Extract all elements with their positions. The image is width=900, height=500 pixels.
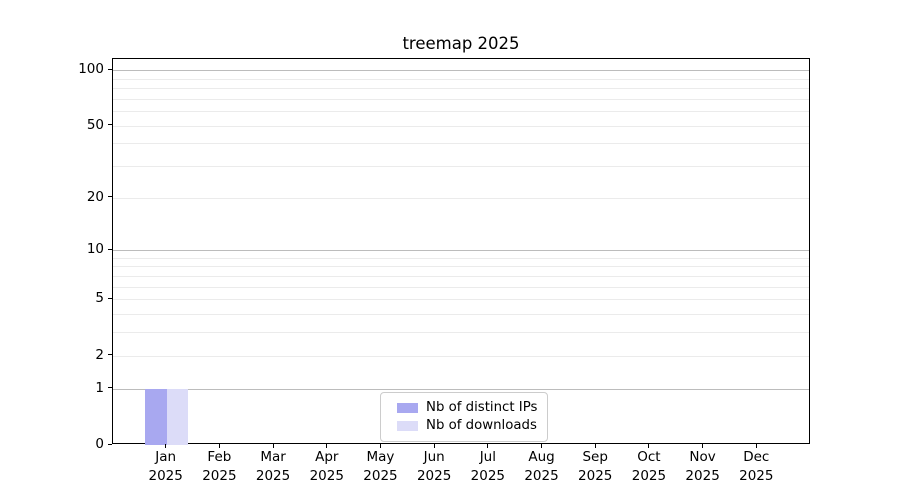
x-tick-label: May 2025 [363, 449, 398, 484]
bar [166, 388, 189, 445]
gridline-minor [113, 111, 809, 112]
bar [145, 388, 167, 445]
y-tick-label: 20 [86, 188, 104, 205]
gridline-minor [113, 87, 809, 89]
legend-label: Nb of distinct IPs [426, 400, 538, 415]
y-tick-label: 10 [86, 241, 104, 258]
legend-item: Nb of downloads [397, 417, 537, 435]
x-tick-label: Apr 2025 [309, 449, 344, 484]
gridline-minor [113, 314, 809, 316]
x-tick-mark [487, 444, 489, 448]
gridline-major [113, 70, 809, 72]
gridline-minor [113, 276, 809, 278]
x-tick-label: Mar 2025 [255, 449, 291, 484]
gridline-minor [113, 286, 809, 288]
x-tick-mark [379, 444, 381, 448]
x-tick-label: Jul 2025 [470, 449, 506, 484]
x-tick-label: Oct 2025 [631, 449, 667, 484]
x-tick-label: Jan 2025 [148, 449, 183, 484]
gridline-minor [113, 125, 809, 127]
y-tick-mark [108, 196, 112, 198]
gridline-minor [113, 143, 809, 145]
gridline-minor [113, 78, 809, 80]
gridline-major [113, 250, 809, 252]
legend-label: Nb of downloads [426, 418, 537, 433]
x-tick-mark [433, 444, 435, 448]
x-tick-mark [326, 444, 328, 448]
chart-title: treemap 2025 [402, 34, 520, 53]
gridline-minor [113, 299, 809, 301]
y-tick-mark [108, 68, 112, 70]
y-tick-label: 50 [86, 116, 104, 133]
legend-swatch [397, 421, 418, 431]
y-tick-mark [108, 387, 112, 389]
y-tick-mark [108, 248, 112, 250]
x-tick-label: Sep 2025 [578, 449, 613, 484]
x-tick-mark [702, 444, 704, 448]
gridline-minor [113, 98, 809, 100]
y-tick-mark [108, 443, 112, 445]
gridline-major [113, 388, 809, 390]
gridline-minor [113, 355, 809, 357]
gridline-minor [113, 257, 809, 259]
y-tick-label: 1 [95, 379, 104, 396]
gridline-minor [113, 197, 809, 199]
legend-swatch [397, 403, 418, 413]
y-tick-mark [108, 354, 112, 356]
legend: Nb of distinct IPs Nb of downloads [380, 392, 549, 442]
y-tick-label: 0 [95, 436, 104, 452]
x-tick-label: Jun 2025 [416, 449, 452, 484]
y-tick-mark [108, 124, 112, 126]
y-tick-mark [108, 297, 112, 299]
x-tick-label: Aug 2025 [524, 449, 559, 484]
y-tick-label: 100 [78, 61, 104, 78]
x-tick-mark [218, 444, 220, 448]
x-tick-mark [541, 444, 543, 448]
x-tick-mark [272, 444, 274, 448]
y-tick-label: 2 [95, 346, 104, 363]
legend-item: Nb of distinct IPs [397, 399, 537, 417]
gridline-minor [113, 166, 809, 167]
gridline-minor [113, 332, 809, 334]
x-tick-label: Feb 2025 [202, 449, 237, 484]
x-tick-label: Dec 2025 [739, 449, 774, 484]
y-tick-label: 5 [95, 290, 104, 307]
x-tick-label: Nov 2025 [685, 449, 720, 484]
x-tick-mark [755, 444, 757, 448]
x-tick-mark [165, 444, 167, 448]
gridline-minor [113, 266, 809, 268]
x-tick-mark [648, 444, 650, 448]
x-tick-mark [594, 444, 596, 448]
plot-area: Nb of distinct IPs Nb of downloads [112, 58, 810, 445]
